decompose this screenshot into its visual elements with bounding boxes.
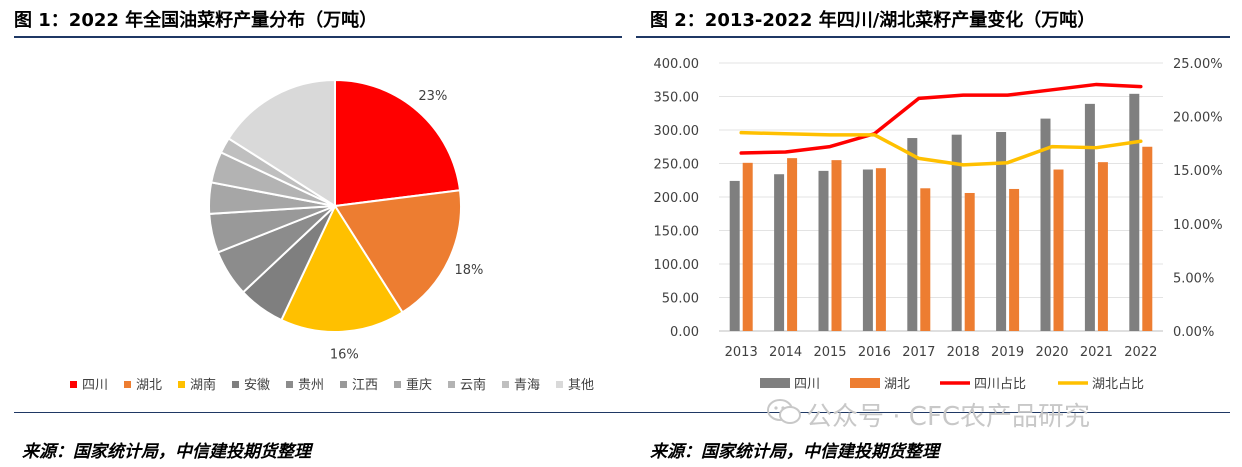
y-left-tick-3: 150.00	[654, 225, 700, 240]
x-tick-2014: 2014	[769, 345, 802, 360]
legend-swatch-0	[760, 378, 790, 388]
bar-湖北-2014	[787, 158, 798, 331]
x-tick-2019: 2019	[991, 345, 1024, 360]
y-left-tick-0: 0.00	[670, 325, 699, 340]
x-tick-2018: 2018	[947, 345, 980, 360]
pie-chart-title: 图 1：2022 年全国油菜籽产量分布（万吨）	[14, 10, 378, 31]
pie-legend-swatch-6	[394, 381, 401, 388]
legend-label-0: 四川	[794, 377, 820, 392]
x-tick-2016: 2016	[858, 345, 891, 360]
pie-legend-label-3: 安徽	[244, 378, 270, 393]
bar-湖北-2016	[875, 168, 886, 331]
y-right-tick-1: 5.00%	[1173, 271, 1214, 286]
bar-湖北-2013	[742, 162, 753, 331]
bar-湖北-2018	[964, 192, 975, 331]
y-right-tick-5: 25.00%	[1173, 57, 1223, 72]
pie-title-rule	[14, 36, 622, 38]
pie-legend-label-8: 青海	[514, 378, 540, 393]
bar-title-rule	[636, 36, 1230, 38]
legend-label-3: 湖北占比	[1092, 377, 1144, 392]
bar-chart-title: 图 2：2013-2022 年四川/湖北菜籽产量变化（万吨）	[650, 10, 1096, 31]
legend-label-1: 湖北	[884, 377, 910, 392]
y-left-tick-4: 200.00	[654, 191, 700, 206]
bar-四川-2014	[774, 174, 785, 331]
legend-swatch-1	[850, 378, 880, 388]
y-left-tick-1: 50.00	[662, 292, 699, 307]
x-tick-2022: 2022	[1124, 345, 1157, 360]
y-left-tick-6: 300.00	[654, 124, 700, 139]
pie-slice-9	[227, 78, 336, 208]
bar-湖北-2021	[1097, 162, 1108, 331]
bar-湖北-2022	[1142, 146, 1153, 331]
pie-legend-swatch-9	[556, 381, 563, 388]
pie-legend-swatch-7	[448, 381, 455, 388]
x-tick-2013: 2013	[725, 345, 758, 360]
y-right-tick-2: 10.00%	[1173, 218, 1223, 233]
pie-data-label-0: 23%	[418, 89, 447, 104]
pie-legend-label-6: 重庆	[406, 377, 432, 393]
pie-legend-swatch-5	[340, 381, 347, 388]
y-left-tick-7: 350.00	[654, 91, 700, 106]
y-right-tick-3: 15.00%	[1173, 164, 1223, 179]
x-tick-2017: 2017	[902, 345, 935, 360]
pie-legend-label-7: 云南	[460, 377, 486, 393]
x-tick-2015: 2015	[813, 345, 846, 360]
pie-legend-label-4: 贵州	[298, 378, 324, 393]
pie-legend-label-0: 四川	[82, 378, 108, 393]
pie-chart: 23% 18% 16% 四川 湖北 湖南 安徽 贵州 江西 重庆 云南 青海 其他	[70, 78, 594, 393]
pie-slice-1	[333, 189, 462, 314]
watermark-text: 公众号 · CFC农产品研究	[806, 402, 1091, 432]
y-right-tick-4: 20.00%	[1173, 111, 1223, 126]
line-湖北占比	[739, 130, 1143, 167]
pie-legend-label-1: 湖北	[136, 378, 162, 393]
y-right-tick-0: 0.00%	[1173, 325, 1214, 340]
pie-source-note: 来源：国家统计局，中信建投期货整理	[22, 442, 311, 462]
bar-湖北-2020	[1053, 169, 1064, 331]
bar-四川-2015	[818, 170, 829, 331]
pie-legend-swatch-1	[124, 381, 131, 388]
bar-四川-2013	[729, 180, 740, 331]
x-tick-2021: 2021	[1080, 345, 1113, 360]
y-left-tick-5: 250.00	[654, 158, 700, 173]
legend-label-2: 四川占比	[974, 377, 1026, 392]
bar-四川-2021	[1084, 103, 1095, 332]
pie-legend-label-9: 其他	[568, 378, 594, 393]
bar-四川-2022	[1129, 93, 1140, 331]
pie-legend-swatch-4	[286, 381, 293, 388]
bar-湖北-2019	[1009, 188, 1020, 331]
bottom-rule	[14, 412, 1230, 413]
bar-source-note: 来源：国家统计局，中信建投期货整理	[650, 442, 939, 462]
pie-slice-0	[334, 78, 462, 208]
bar-湖北-2015	[831, 160, 842, 331]
pie-data-label-1: 18%	[454, 263, 483, 278]
bar-湖北-2017	[920, 188, 931, 331]
pie-data-label-2: 16%	[330, 348, 359, 363]
pie-legend-swatch-3	[232, 381, 239, 388]
y-left-tick-8: 400.00	[654, 57, 700, 72]
combo-bar-line-chart: 0.00 50.00 100.00 150.00 200.00 250.00 300.00 3…	[654, 57, 1223, 392]
bar-四川-2018	[951, 134, 962, 331]
pie-legend-swatch-2	[178, 381, 185, 388]
pie-slice-2	[280, 203, 404, 333]
bar-四川-2020	[1040, 118, 1051, 331]
line-四川占比	[739, 82, 1143, 155]
pie-legend-label-5: 江西	[352, 378, 378, 393]
pie-legend-swatch-8	[502, 381, 509, 388]
bar-四川-2019	[996, 132, 1007, 331]
pie-legend-label-2: 湖南	[190, 377, 216, 393]
bar-四川-2017	[907, 138, 918, 331]
y-left-tick-2: 100.00	[654, 258, 700, 273]
wechat-icon	[767, 399, 801, 424]
bar-四川-2016	[862, 169, 873, 331]
x-tick-2020: 2020	[1035, 345, 1068, 360]
pie-legend-swatch-0	[70, 381, 77, 388]
